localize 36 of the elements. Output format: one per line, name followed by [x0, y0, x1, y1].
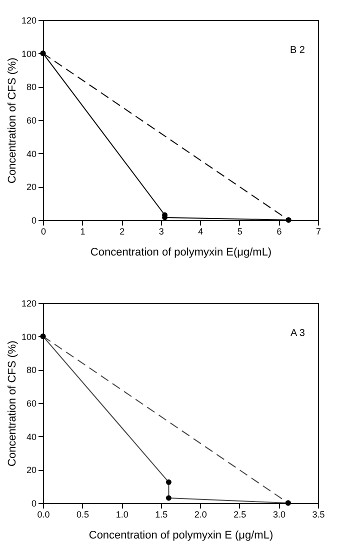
x-tick-label: 6	[276, 226, 282, 236]
y-tick-label: 60	[26, 398, 36, 408]
y-tick-label: 100	[21, 48, 36, 59]
x-tick-label: 1.0	[116, 510, 128, 520]
x-tick-label: 1.5	[155, 510, 168, 520]
x-tick-label: 0	[40, 226, 46, 236]
y-tick-label: 0	[31, 498, 36, 508]
y-tick-label: 120	[21, 16, 36, 26]
y-tick-label: 20	[26, 465, 36, 476]
y-tick-label: 40	[26, 432, 36, 442]
x-tick-label: 3	[158, 226, 164, 236]
y-tick-label: 80	[26, 82, 36, 92]
y-tick-label: 80	[26, 365, 36, 376]
x-axis-title: Concentration of polymyxin E(μg/mL)	[90, 246, 272, 258]
x-tick-label: 2.5	[234, 510, 246, 520]
y-tick-label: 120	[21, 298, 36, 308]
y-tick-label: 20	[26, 182, 36, 192]
x-axis-title: Concentration of polymyxin E (μg/mL)	[88, 530, 274, 542]
x-tick-label: 1	[80, 226, 86, 236]
x-tick-label: 4	[198, 226, 204, 236]
x-tick-label: 7	[316, 226, 322, 236]
y-tick-label: 60	[26, 116, 36, 126]
x-tick-label: 5	[237, 226, 242, 236]
x-tick-label: 2.0	[194, 510, 207, 520]
y-tick-label: 40	[26, 148, 36, 159]
y-tick-label: 0	[31, 216, 36, 226]
y-tick-label: 100	[21, 332, 36, 342]
y-axis-title: Concentration of CFS (%)	[6, 58, 18, 184]
x-tick-label: 0.5	[76, 510, 90, 520]
x-tick-label: 3.5	[312, 510, 325, 520]
x-tick-label: 0.0	[37, 510, 50, 520]
y-axis-title: Concentration of CFS (%)	[6, 340, 18, 466]
x-tick-label: 2	[120, 226, 125, 236]
annotation: B 2	[290, 45, 306, 56]
x-tick-label: 3.0	[272, 510, 286, 520]
annotation: A 3	[290, 328, 306, 339]
